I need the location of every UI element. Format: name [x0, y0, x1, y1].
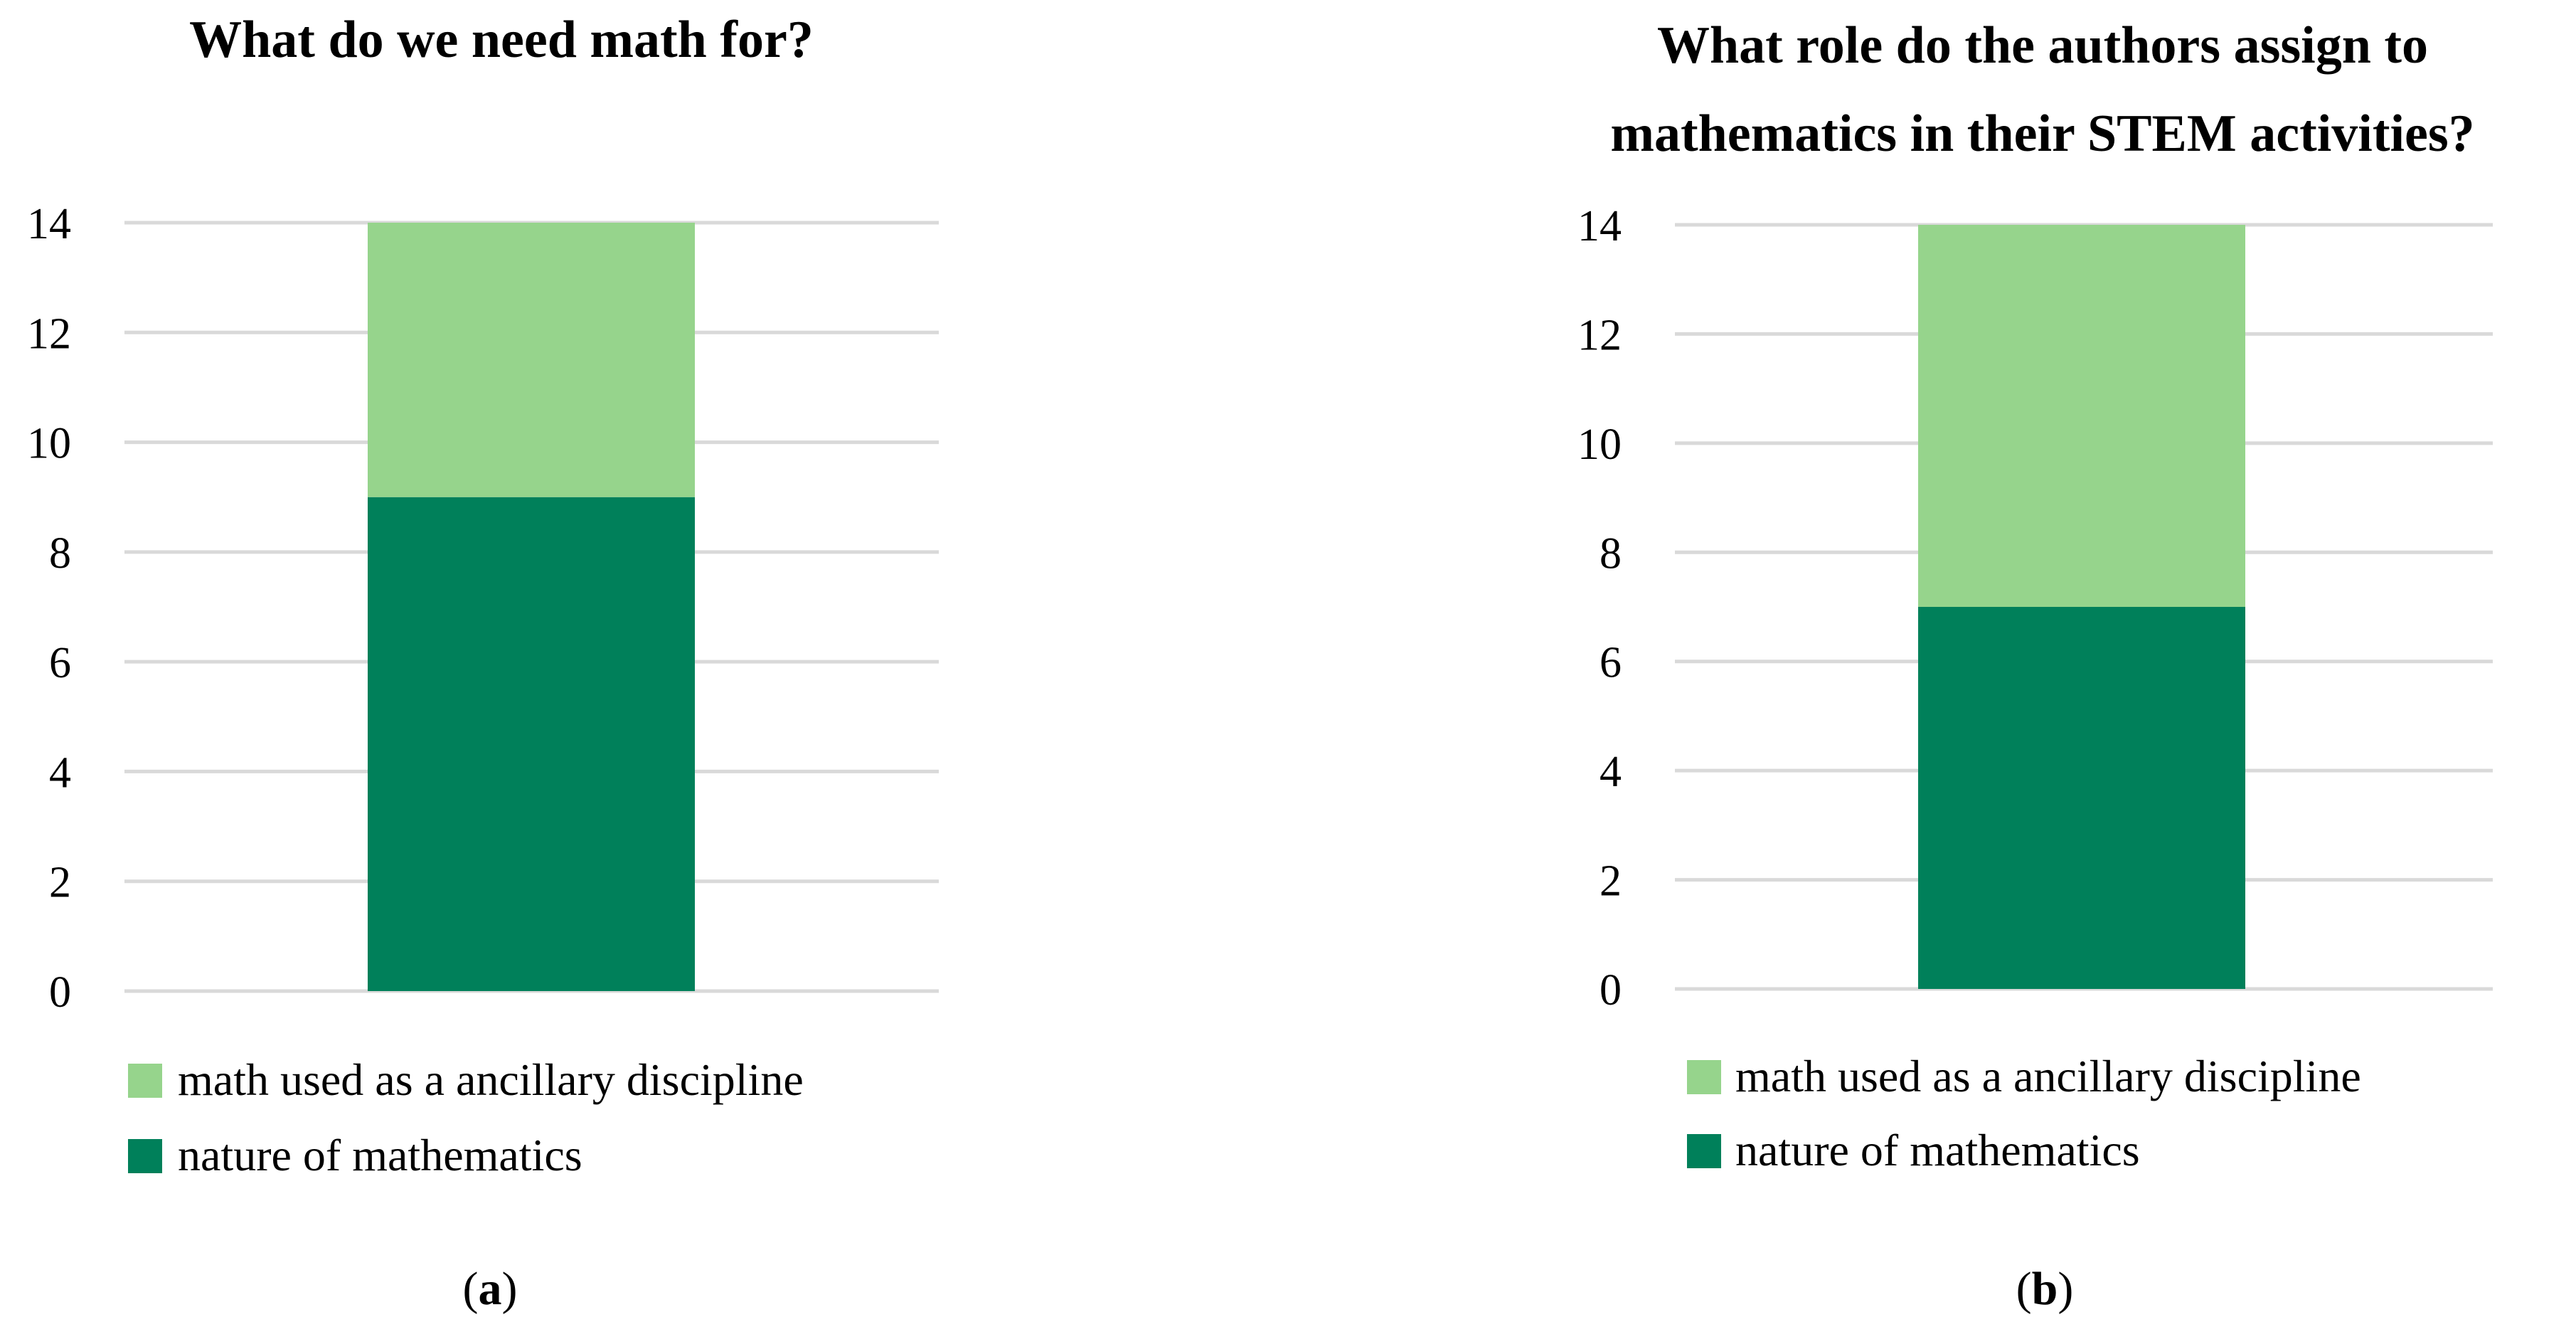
- chart-a-ytick-0: 0: [49, 968, 71, 1017]
- chart-a: What do we need math for? 0 2 4 6 8 10 12 14 ma…: [27, 11, 939, 1315]
- chart-a-ytick-2: 2: [49, 859, 71, 907]
- chart-a-ytick-4: 4: [49, 748, 71, 797]
- chart-a-legend-label-ancillary: math used as a ancillary discipline: [178, 1054, 804, 1105]
- chart-b-ytick-0: 0: [1600, 966, 1622, 1015]
- chart-b-title-line-2: mathematics in their STEM activities?: [1610, 105, 2474, 163]
- chart-b-bars: [1918, 225, 2245, 989]
- chart-b-legend-swatch-nature: [1687, 1134, 1721, 1168]
- chart-a-caption: (a): [463, 1263, 518, 1315]
- chart-a-ytick-6: 6: [49, 639, 71, 687]
- chart-b: What role do the authors assign to mathe…: [1577, 16, 2493, 1315]
- chart-b-caption: (b): [2016, 1263, 2074, 1315]
- chart-a-legend-swatch-ancillary: [128, 1064, 162, 1098]
- chart-b-ytick-6: 6: [1600, 639, 1622, 687]
- chart-a-bar-nature-of-mathematics: [368, 497, 695, 991]
- chart-a-ytick-14: 14: [27, 200, 71, 248]
- chart-b-ytick-8: 8: [1600, 529, 1622, 578]
- chart-b-bar-nature-of-mathematics: [1918, 607, 2245, 989]
- chart-a-ytick-12: 12: [27, 309, 71, 358]
- chart-b-legend: math used as a ancillary discipline natu…: [1687, 1051, 2361, 1175]
- chart-b-legend-label-ancillary: math used as a ancillary discipline: [1735, 1051, 2361, 1101]
- chart-b-ytick-2: 2: [1600, 857, 1622, 906]
- chart-b-legend-swatch-ancillary: [1687, 1060, 1721, 1094]
- chart-b-y-axis: 0 2 4 6 8 10 12 14: [1577, 202, 1622, 1015]
- chart-a-y-axis: 0 2 4 6 8 10 12 14: [27, 200, 71, 1017]
- chart-b-ytick-14: 14: [1577, 202, 1622, 250]
- chart-a-legend-swatch-nature: [128, 1139, 162, 1173]
- chart-a-ytick-8: 8: [49, 529, 71, 578]
- chart-a-legend: math used as a ancillary discipline natu…: [128, 1054, 804, 1180]
- chart-b-ytick-4: 4: [1600, 748, 1622, 796]
- chart-b-title-line-1: What role do the authors assign to: [1657, 16, 2428, 75]
- chart-a-bar-ancillary-discipline: [368, 223, 695, 497]
- chart-a-ytick-10: 10: [27, 420, 71, 468]
- chart-a-bars: [368, 223, 695, 991]
- chart-b-ytick-10: 10: [1577, 420, 1622, 469]
- chart-a-legend-label-nature: nature of mathematics: [178, 1130, 582, 1180]
- chart-b-bar-ancillary-discipline: [1918, 225, 2245, 607]
- chart-a-title: What do we need math for?: [189, 11, 814, 69]
- chart-b-ytick-12: 12: [1577, 311, 1622, 359]
- chart-b-legend-label-nature: nature of mathematics: [1735, 1125, 2140, 1175]
